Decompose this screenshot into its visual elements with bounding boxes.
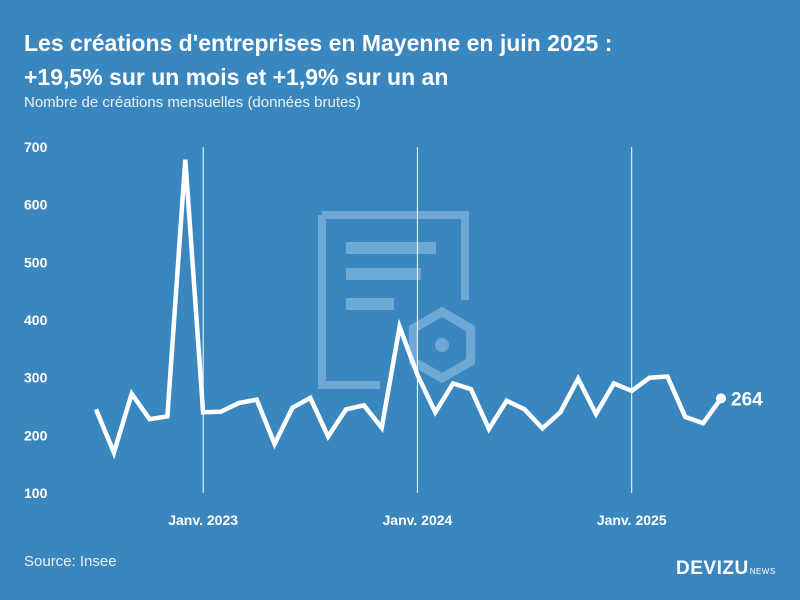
y-tick-label: 500 <box>24 254 48 270</box>
y-tick-label: 700 <box>24 139 48 155</box>
source-note: Source: Insee <box>24 553 117 570</box>
y-tick-label: 200 <box>24 427 48 443</box>
x-tick-label: Janv. 2025 <box>597 512 667 528</box>
gridlines <box>202 147 633 493</box>
watermark-line <box>346 268 421 280</box>
chart-title-line-2: +19,5% sur un mois et +1,9% sur un an <box>24 64 449 90</box>
series-line <box>93 159 723 460</box>
y-axis-ticks: 100 200 300 400 500 600 700 <box>24 139 48 501</box>
y-tick-label: 300 <box>24 370 48 386</box>
x-tick-label: Janv. 2024 <box>383 512 453 528</box>
x-axis-ticks: Janv. 2023 Janv. 2024 Janv. 2025 <box>168 512 667 528</box>
watermark-line <box>346 298 394 310</box>
chart-subtitle: Nombre de créations mensuelles (données … <box>24 94 361 111</box>
last-point-marker <box>716 393 726 404</box>
watermark-gear-center <box>435 338 449 352</box>
watermark-page-outline <box>318 211 469 389</box>
watermark-gear <box>408 306 476 384</box>
y-tick-label: 600 <box>24 197 48 213</box>
chart-title: Les créations d'entreprises en Mayenne e… <box>24 26 784 94</box>
watermark-line <box>346 242 436 254</box>
last-value-label: 264 <box>731 389 763 410</box>
document-gear-icon <box>318 211 476 389</box>
y-tick-label: 400 <box>24 312 48 328</box>
series-layer: 264 <box>93 159 763 460</box>
brand-sub: NEWS <box>749 567 776 576</box>
x-tick-label: Janv. 2023 <box>168 512 238 528</box>
brand-logo: DEVIZUNEWS <box>676 558 776 580</box>
chart-title-line-1: Les créations d'entreprises en Mayenne e… <box>24 30 613 56</box>
brand-name: DEVIZU <box>676 558 749 579</box>
y-tick-label: 100 <box>24 485 48 501</box>
